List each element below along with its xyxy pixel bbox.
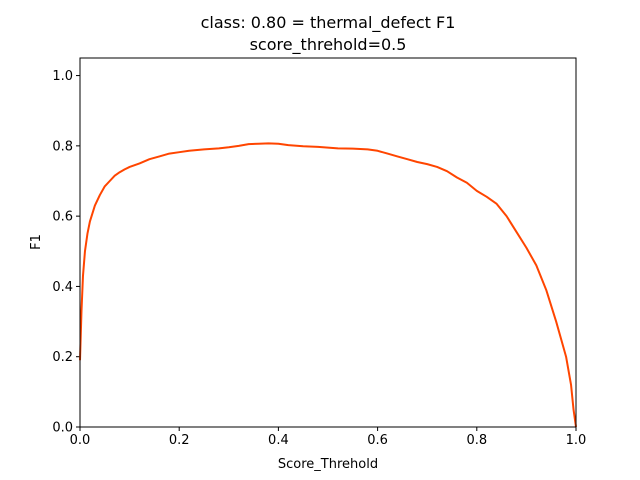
x-tick-label: 1.0 [566, 433, 587, 448]
y-tick-label: 0.6 [52, 210, 73, 225]
y-tick-label: 1.0 [52, 69, 73, 84]
y-tick-label: 0.0 [52, 421, 73, 436]
plot-area-frame [79, 57, 577, 428]
x-tick-label: 0.2 [169, 433, 190, 448]
chart-title: class: 0.80 = thermal_defect F1 [201, 13, 456, 33]
x-tick-label: 0.4 [268, 433, 289, 448]
chart-subtitle: score_threhold=0.5 [250, 35, 407, 55]
f1-series-line [79, 142, 577, 428]
y-tick-label: 0.8 [52, 139, 73, 154]
x-tick-label: 0.0 [70, 433, 91, 448]
y-tick-label: 0.2 [52, 350, 73, 365]
x-tick-label: 0.6 [367, 433, 388, 448]
x-tick-label: 0.8 [466, 433, 487, 448]
y-tick-label: 0.4 [52, 280, 73, 295]
y-axis-label: F1 [29, 234, 44, 250]
axis-ticks: 0.0 0.2 0.4 0.6 0.8 1.0 0.0 0.2 0.4 0.6 0.8 1.0 [52, 69, 586, 448]
x-axis-label: Score_Threhold [278, 457, 378, 472]
